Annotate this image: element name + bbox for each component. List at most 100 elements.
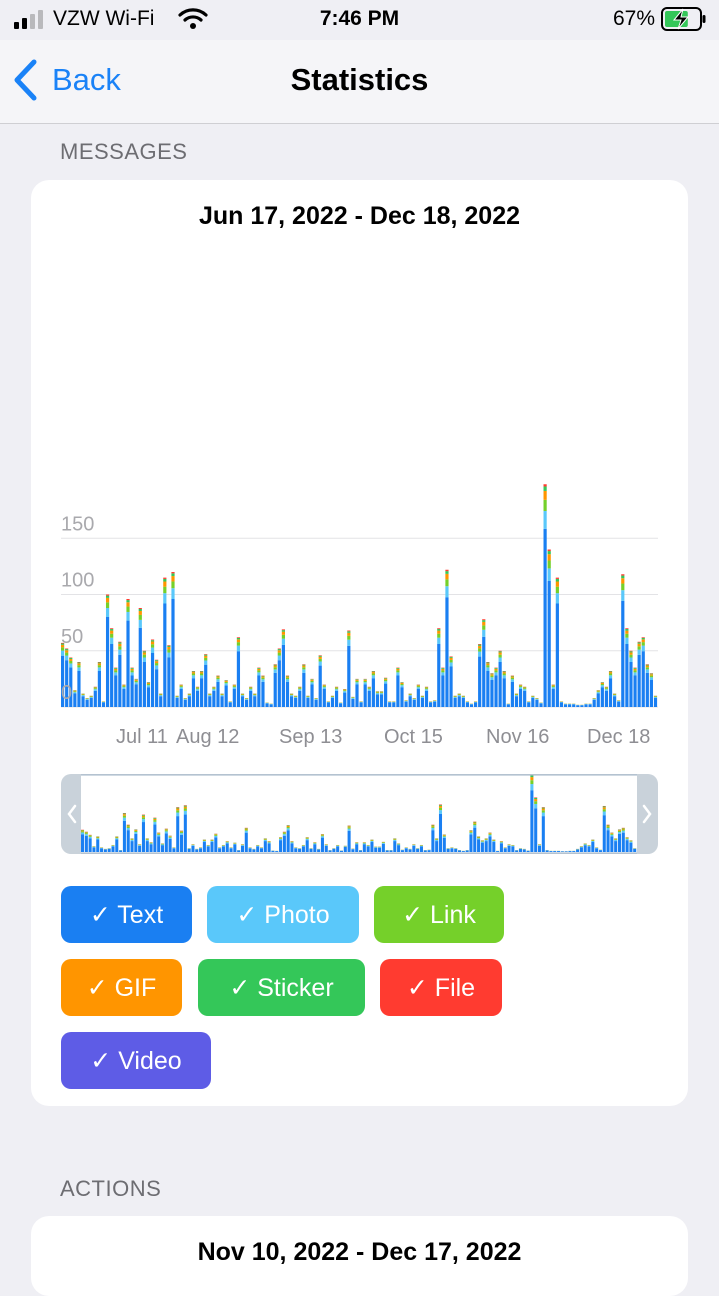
minimap-bar <box>393 839 396 840</box>
bar-segment <box>503 678 506 707</box>
bar-segment <box>404 701 407 702</box>
minimap-bar <box>142 817 145 819</box>
chart-bar <box>306 696 309 707</box>
minimap-bar <box>473 825 476 827</box>
bar-segment <box>494 670 497 672</box>
minimap-bar <box>428 850 431 852</box>
bar-segment <box>233 686 236 687</box>
bar-segment <box>355 682 358 684</box>
bar-segment <box>409 694 412 695</box>
minimap-bar <box>622 829 625 830</box>
bar-segment <box>425 689 428 691</box>
minimap-bar <box>397 845 400 852</box>
bar-segment <box>315 700 318 707</box>
chart-bar <box>568 704 571 707</box>
minimap-bar <box>199 848 202 852</box>
bar-segment <box>490 677 493 680</box>
minimap-bar <box>553 851 556 852</box>
bar-segment <box>159 694 162 695</box>
bar-segment <box>552 689 555 707</box>
bar-segment <box>650 680 653 707</box>
chart-range-selector[interactable] <box>61 774 658 854</box>
minimap-bar <box>134 832 137 834</box>
bar-segment <box>650 676 653 678</box>
filter-chip-video[interactable]: ✓ Video <box>61 1032 211 1089</box>
bar-segment <box>188 694 191 695</box>
bar-segment <box>257 670 260 672</box>
minimap-bar <box>511 846 514 852</box>
bar-segment <box>478 644 481 645</box>
minimap-bar <box>142 822 145 852</box>
minimap-bar <box>469 831 472 832</box>
bar-segment <box>556 593 559 603</box>
minimap-bar <box>389 850 392 852</box>
bar-segment <box>335 689 338 691</box>
bar-segment <box>482 620 485 622</box>
minimap-bar <box>176 808 179 809</box>
minimap-bar <box>290 843 293 852</box>
bar-segment <box>69 658 72 659</box>
minimap-bar <box>626 839 629 840</box>
chart-bar <box>86 698 89 707</box>
bar-segment <box>625 634 628 638</box>
chart-bar <box>458 694 461 708</box>
bar-segment <box>556 604 559 708</box>
bar-segment <box>249 691 252 707</box>
bar-segment <box>323 689 326 707</box>
minimap-bar <box>622 830 625 831</box>
bar-segment <box>437 638 440 644</box>
minimap-bar <box>469 832 472 833</box>
filter-chip-link[interactable]: ✓ Link <box>374 886 504 943</box>
minimap-bar <box>568 851 571 852</box>
filter-chip-sticker[interactable]: ✓ Sticker <box>198 959 365 1016</box>
y-tick-label: 0 <box>61 682 72 704</box>
chart-bar <box>225 680 228 707</box>
bar-segment <box>196 689 199 691</box>
bars-group <box>61 484 657 707</box>
minimap-bar <box>355 844 358 852</box>
bar-segment <box>552 686 555 687</box>
minimap-bar <box>127 827 130 828</box>
chart-bar <box>339 703 342 708</box>
bar-segment <box>478 648 481 651</box>
bar-segment <box>364 681 367 682</box>
minimap-bar <box>454 849 457 852</box>
minimap-bar <box>157 833 160 834</box>
chart-bar <box>77 662 80 707</box>
bar-segment <box>458 695 461 696</box>
bar-segment <box>200 672 203 673</box>
minimap-bar <box>287 828 290 830</box>
bar-segment <box>613 694 616 695</box>
bar-segment <box>200 675 203 678</box>
minimap-bar <box>172 848 175 852</box>
minimap-bar <box>138 845 141 846</box>
actions-date-range: Nov 10, 2022 - Dec 17, 2022 <box>31 1238 688 1267</box>
minimap-bar <box>188 849 191 852</box>
chart-bar <box>433 700 436 707</box>
chart-bar <box>617 700 620 707</box>
chart-bar <box>73 690 76 707</box>
minimap-bar <box>477 837 480 838</box>
minimap-bar <box>226 843 229 852</box>
bar-segment <box>621 584 624 591</box>
bar-segment <box>376 693 379 694</box>
filter-chip-gif[interactable]: ✓ GIF <box>61 959 182 1016</box>
filter-chip-photo[interactable]: ✓ Photo <box>207 886 359 943</box>
bar-segment <box>380 692 383 693</box>
minimap-bar <box>348 831 351 852</box>
bar-segment <box>601 683 604 684</box>
bar-segment <box>282 639 285 645</box>
minimap-bar <box>435 839 438 840</box>
minimap-bar <box>169 836 172 837</box>
bar-segment <box>208 695 211 696</box>
minimap-bar <box>610 836 613 852</box>
filter-chip-file[interactable]: ✓ File <box>380 959 502 1016</box>
minimap-bar <box>207 846 210 852</box>
minimap-bar <box>607 826 610 827</box>
bar-segment <box>478 645 481 646</box>
minimap-bar <box>584 844 587 845</box>
filter-chip-text[interactable]: ✓ Text <box>61 886 192 943</box>
bar-segment <box>597 694 600 708</box>
bar-segment <box>523 688 526 689</box>
